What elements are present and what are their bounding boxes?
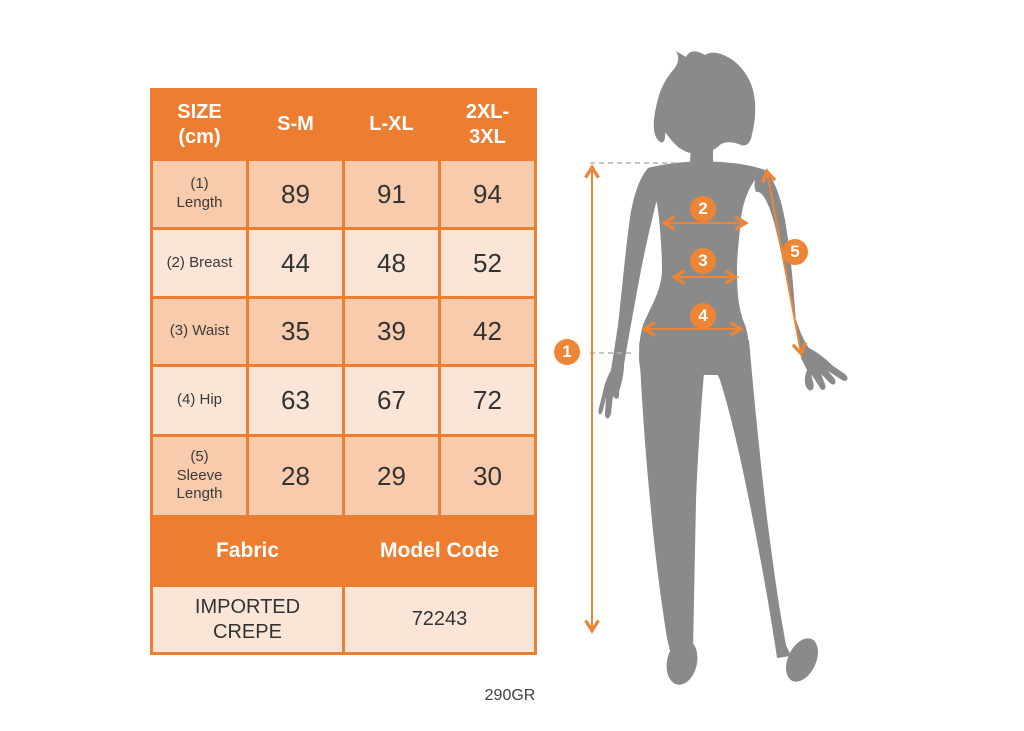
sleeve-arrow: [760, 168, 808, 357]
value-cell: 52: [438, 227, 537, 299]
value-cell: 30: [438, 434, 537, 518]
row-label-sleeve-length: (5) Sleeve Length: [150, 434, 249, 518]
marker-2-breast: 2: [690, 196, 716, 222]
row-label-waist: (3) Waist: [150, 296, 249, 367]
right-leg-shape: [706, 340, 791, 658]
size-table: SIZE (cm) S-M L-XL 2XL- 3XL (1) Length 8…: [150, 88, 537, 655]
value-cell: 29: [342, 434, 441, 518]
value-cell: 94: [438, 158, 537, 230]
header-col-l-xl: L-XL: [342, 88, 441, 161]
value-cell: 28: [246, 434, 345, 518]
left-leg-shape: [639, 340, 705, 657]
table-row-length: (1) Length 89 91 94: [150, 158, 537, 230]
value-cell: 67: [342, 364, 441, 437]
row-label-breast: (2) Breast: [150, 227, 249, 299]
row-label-length: (1) Length: [150, 158, 249, 230]
fabric-value-cell: IMPORTED CREPE: [150, 584, 345, 655]
head-shape: [653, 51, 756, 155]
table-footer-value-row: IMPORTED CREPE 72243: [150, 584, 537, 655]
left-arm-shape: [598, 168, 660, 419]
value-cell: 39: [342, 296, 441, 367]
table-footer-header-row: Fabric Model Code: [150, 515, 537, 587]
value-cell: 35: [246, 296, 345, 367]
value-cell: 48: [342, 227, 441, 299]
model-code-value-cell: 72243: [342, 584, 537, 655]
header-col-s-m: S-M: [246, 88, 345, 161]
table-row-waist: (3) Waist 35 39 42: [150, 296, 537, 367]
marker-5-sleeve: 5: [782, 239, 808, 265]
right-foot-shape: [786, 638, 818, 682]
weight-caption: 290GR: [484, 687, 536, 704]
model-code-header-cell: Model Code: [342, 515, 537, 587]
value-cell: 91: [342, 158, 441, 230]
value-cell: 42: [438, 296, 537, 367]
fabric-header-cell: Fabric: [150, 515, 345, 587]
table-row-breast: (2) Breast 44 48 52: [150, 227, 537, 299]
marker-4-hip: 4: [690, 303, 716, 329]
marker-1-length: 1: [554, 339, 580, 365]
header-col-2xl-3xl: 2XL- 3XL: [438, 88, 537, 161]
table-row-hip: (4) Hip 63 67 72: [150, 364, 537, 437]
silhouette-shape: [598, 51, 848, 685]
value-cell: 44: [246, 227, 345, 299]
female-body-silhouette: [584, 51, 848, 685]
marker-3-waist: 3: [690, 248, 716, 274]
left-foot-shape: [666, 639, 698, 685]
table-header-row: SIZE (cm) S-M L-XL 2XL- 3XL: [150, 88, 537, 161]
right-arm-shape: [754, 170, 848, 391]
value-cell: 89: [246, 158, 345, 230]
header-size-cm: SIZE (cm): [150, 88, 249, 161]
value-cell: 63: [246, 364, 345, 437]
table-row-sleeve-length: (5) Sleeve Length 28 29 30: [150, 434, 537, 518]
row-label-hip: (4) Hip: [150, 364, 249, 437]
value-cell: 72: [438, 364, 537, 437]
